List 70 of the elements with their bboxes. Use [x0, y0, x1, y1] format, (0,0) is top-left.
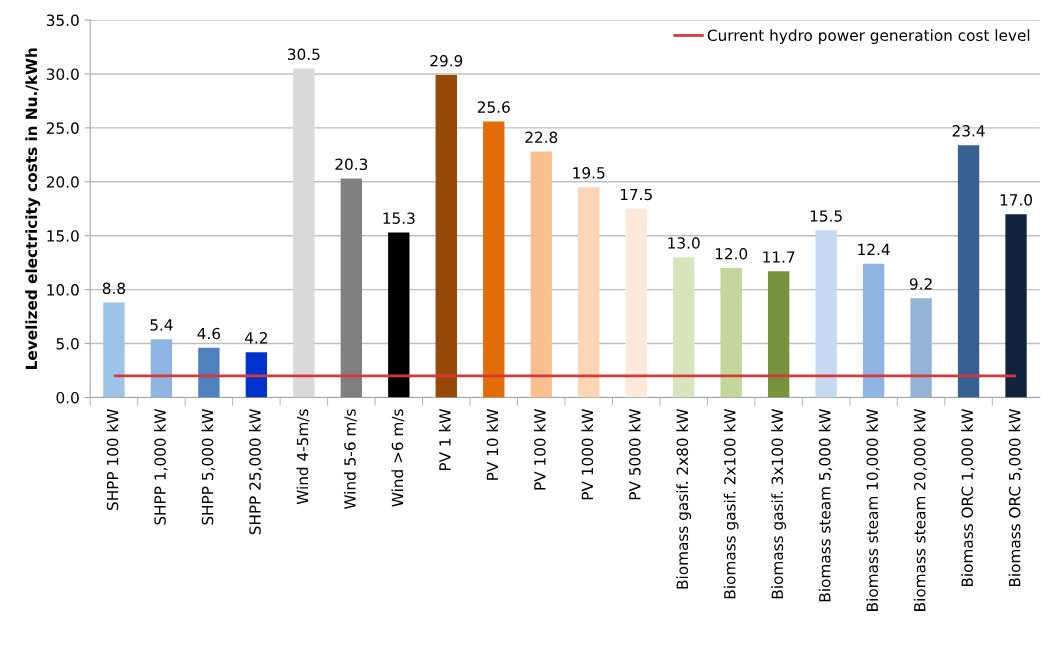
y-tick-label: 10.0: [47, 284, 79, 296]
x-tick-label: Biomass gasif. 2x100 kW: [723, 409, 739, 599]
bar: [198, 347, 220, 398]
data-label: 9.2: [909, 278, 932, 290]
x-tick-label: Biomass gasif. 3x100 kW: [771, 409, 787, 599]
data-label: 8.8: [102, 282, 126, 295]
x-tick-label: Wind >6 m/s: [391, 409, 405, 507]
y-tick-label: 25.0: [46, 122, 79, 134]
y-tick-label: 0.0: [56, 391, 79, 404]
x-tick-label: Biomass ORC 5,000 kW: [1008, 409, 1023, 587]
data-label: 4.6: [197, 327, 221, 340]
bar: [767, 271, 790, 398]
data-label: 25.6: [477, 101, 510, 113]
bar: [150, 339, 173, 398]
data-label: 12.4: [858, 243, 890, 256]
bar: [815, 230, 837, 398]
bar: [1005, 214, 1027, 398]
bar: [435, 75, 457, 398]
y-tick-label: 20.0: [46, 176, 79, 188]
legend-label: Current hydro power generation cost level: [707, 29, 1030, 44]
bar: [483, 121, 505, 398]
bar: [673, 257, 695, 398]
bar: [625, 208, 647, 398]
x-tick-label: SHPP 25,000 kW: [248, 409, 263, 535]
x-tick-label: Biomass ORC 1,000 kW: [961, 409, 975, 587]
bar: [245, 352, 268, 398]
data-label: 17.0: [1000, 194, 1033, 206]
bar: [957, 145, 980, 398]
x-tick-label: PV 100 kW: [533, 409, 546, 490]
data-label: 17.5: [620, 188, 652, 201]
y-tick-label: 15.0: [47, 230, 79, 242]
bar: [340, 178, 363, 398]
bar: [578, 187, 600, 398]
x-tick-label: Biomass steam 10,000 kW: [866, 409, 880, 611]
data-label: 12.0: [715, 247, 748, 260]
bar: [388, 232, 410, 398]
data-label: 30.5: [288, 48, 320, 61]
y-tick-label: 5.0: [56, 338, 79, 350]
data-label: 20.3: [335, 158, 368, 171]
data-label: 19.5: [573, 167, 605, 179]
y-tick-label: 35.0: [46, 14, 79, 27]
bar: [293, 68, 315, 398]
data-label: 15.5: [810, 210, 842, 222]
x-tick-label: SHPP 1,000 kW: [154, 409, 168, 525]
data-label: 23.4: [952, 125, 985, 137]
data-label: 11.7: [763, 251, 795, 263]
bar: [720, 268, 742, 398]
x-tick-label: PV 5000 kW: [628, 409, 641, 500]
y-axis-title: Levelized electricity costs in Nu./kWh: [25, 48, 41, 369]
bar: [910, 298, 932, 398]
x-tick-label: Biomass steam 5,000 kW: [818, 409, 833, 602]
x-tick-label: Biomass steam 20,000 kW: [913, 409, 928, 611]
data-label: 29.9: [430, 54, 463, 67]
bar: [862, 263, 885, 398]
x-tick-label: SHPP 5,000 kW: [201, 409, 215, 525]
bar: [530, 151, 552, 398]
x-tick-label: Biomass gasif. 2x80 kW: [676, 409, 692, 589]
y-tick-label: 30.0: [46, 68, 79, 80]
x-tick-label: Wind 4-5m/s: [296, 409, 310, 505]
bar: [103, 302, 125, 398]
data-label: 5.4: [150, 319, 173, 331]
x-tick-label: PV 10 kW: [486, 409, 499, 480]
data-label: 13.0: [668, 237, 700, 249]
x-tick-label: PV 1 kW: [438, 409, 451, 471]
data-label: 22.8: [525, 131, 558, 144]
data-label: 4.2: [244, 332, 267, 344]
x-tick-label: Wind 5-6 m/s: [343, 409, 357, 510]
data-label: 15.3: [383, 212, 415, 224]
x-tick-label: SHPP 100 kW: [106, 409, 119, 510]
x-tick-label: PV 1000 kW: [581, 409, 594, 500]
